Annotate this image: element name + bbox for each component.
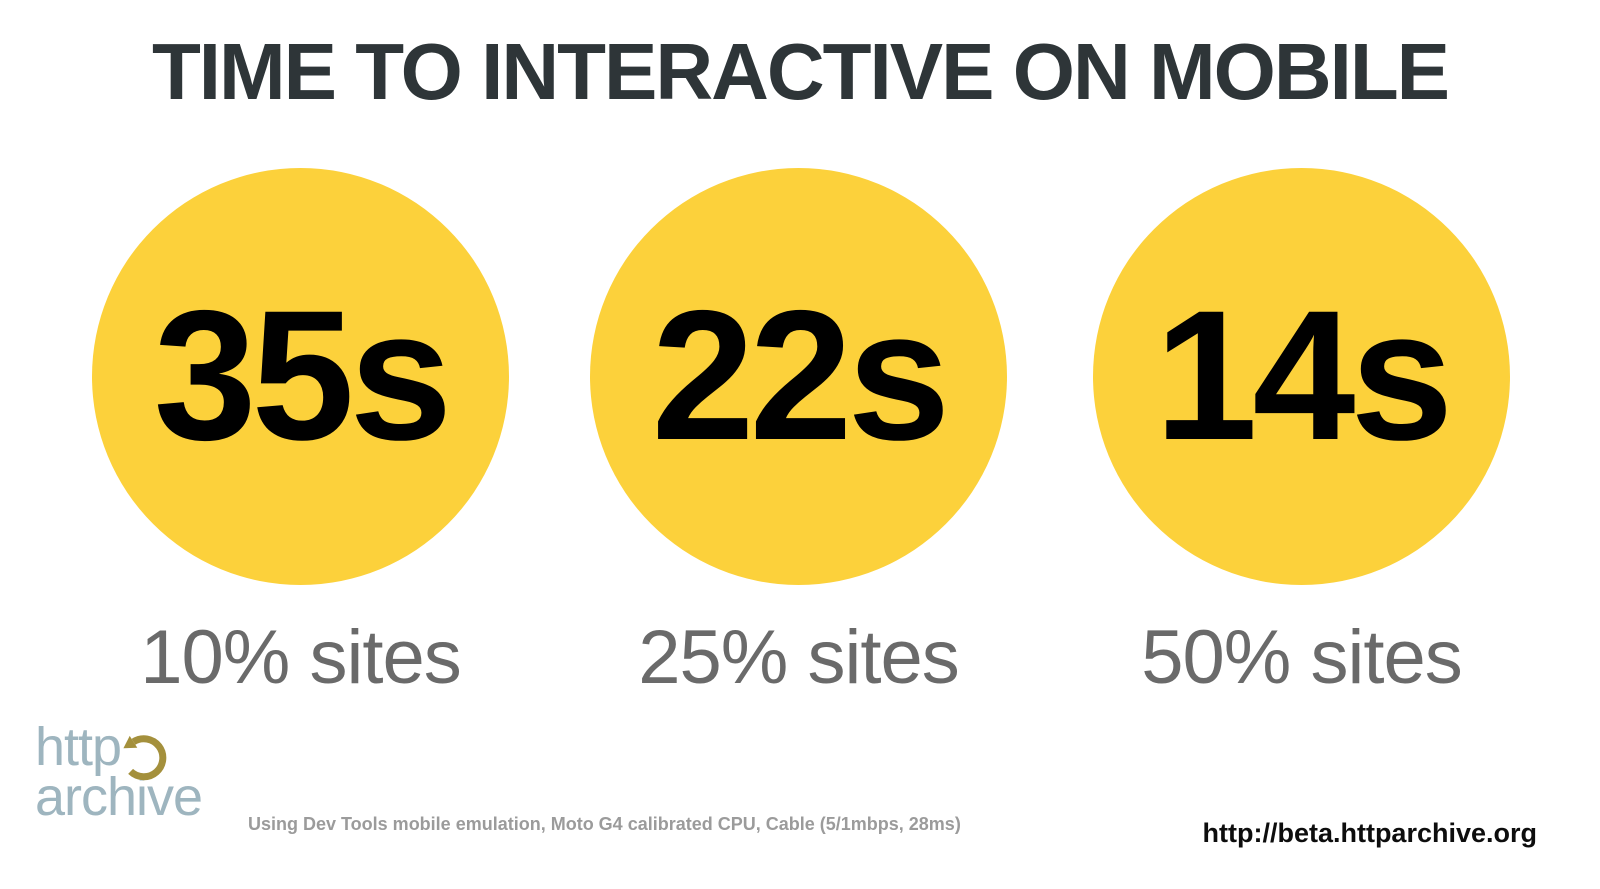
methodology-caption: Using Dev Tools mobile emulation, Moto G… — [248, 814, 961, 834]
stat-circle-25pct: 22s — [590, 168, 1007, 585]
stat-value-25pct: 22s — [651, 273, 951, 479]
stat-value-10pct: 35s — [153, 273, 453, 479]
http-archive-logo: http archive — [35, 717, 203, 828]
stat-circle-50pct: 14s — [1093, 168, 1510, 585]
site-url-text: http://beta.httparchive.org — [1202, 818, 1537, 848]
logo-text-http: http — [35, 717, 122, 777]
stat-label-25pct: 25% sites — [638, 615, 960, 700]
stat-label-50pct: 50% sites — [1141, 615, 1463, 700]
page-title: TIME TO INTERACTIVE ON MOBILE — [151, 27, 1450, 116]
logo-curved-arrow-icon — [123, 735, 167, 781]
stat-label-10pct: 10% sites — [140, 615, 462, 700]
stat-value-50pct: 14s — [1154, 273, 1454, 479]
stat-circle-10pct: 35s — [92, 168, 509, 585]
logo-text-archive: archive — [35, 767, 203, 828]
